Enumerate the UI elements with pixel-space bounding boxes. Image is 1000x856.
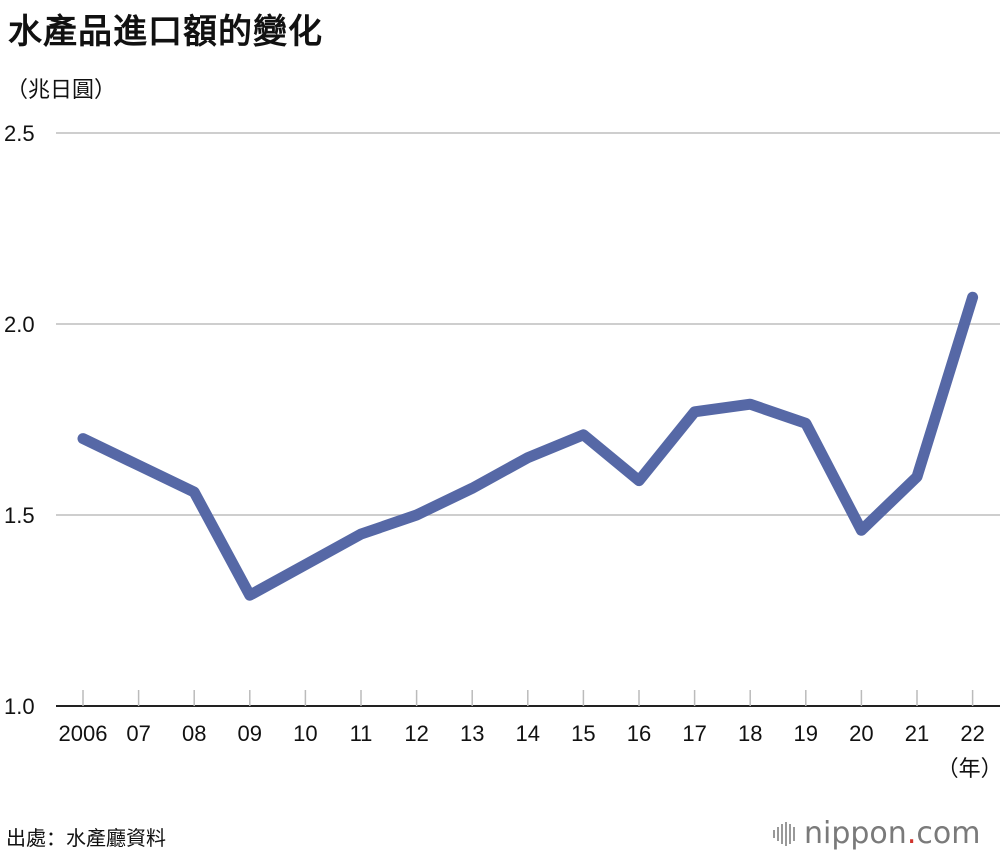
- x-axis-unit-label: （年）: [937, 756, 1000, 781]
- data-point: [360, 533, 362, 535]
- logo-bars-icon: [773, 821, 795, 846]
- data-point: [138, 464, 140, 466]
- data-point: [193, 491, 195, 493]
- x-tick-label: 22: [960, 721, 984, 746]
- y-tick-label: 1.0: [4, 694, 35, 719]
- x-tick-label: 12: [404, 721, 428, 746]
- data-point: [82, 438, 84, 440]
- data-point: [582, 434, 584, 436]
- data-point: [694, 411, 696, 413]
- data-point: [805, 422, 807, 424]
- x-tick-label: 19: [794, 721, 818, 746]
- x-tick-label: 15: [571, 721, 595, 746]
- data-point: [527, 457, 529, 459]
- data-point: [304, 564, 306, 566]
- data-point: [972, 296, 974, 298]
- data-point: [249, 594, 251, 596]
- y-tick-label: 1.5: [4, 503, 35, 528]
- logo-dot: .: [906, 816, 917, 851]
- data-point: [416, 514, 418, 516]
- x-tick-label: 07: [126, 721, 150, 746]
- x-tick-label: 13: [460, 721, 484, 746]
- x-tick-label: 17: [682, 721, 706, 746]
- data-point: [860, 529, 862, 531]
- x-tick-label: 18: [738, 721, 762, 746]
- x-tick-label: 11: [350, 721, 373, 746]
- data-point: [471, 487, 473, 489]
- x-tick-label: 08: [182, 721, 206, 746]
- logo-name: nippon: [804, 816, 907, 851]
- x-tick-label: 10: [293, 721, 317, 746]
- data-point: [638, 480, 640, 482]
- nippon-logo: nippon. com: [772, 816, 980, 851]
- logo-suffix: com: [916, 816, 981, 851]
- x-tick-label: 09: [238, 721, 262, 746]
- source-note: 出處：水產廳資料: [6, 826, 166, 850]
- y-axis-unit-label: （兆日圓）: [6, 78, 117, 103]
- data-point: [749, 403, 751, 405]
- y-tick-label: 2.0: [4, 312, 35, 337]
- x-tick-label: 2006: [59, 721, 108, 746]
- x-tick-label: 14: [516, 721, 540, 746]
- x-tick-label: 20: [849, 721, 873, 746]
- x-tick-label: 16: [627, 721, 651, 746]
- data-point: [916, 476, 918, 478]
- x-tick-label: 21: [905, 721, 929, 746]
- y-tick-label: 2.5: [4, 121, 35, 146]
- chart-title: 水產品進口額的變化: [8, 12, 323, 52]
- series-line: [77, 291, 979, 601]
